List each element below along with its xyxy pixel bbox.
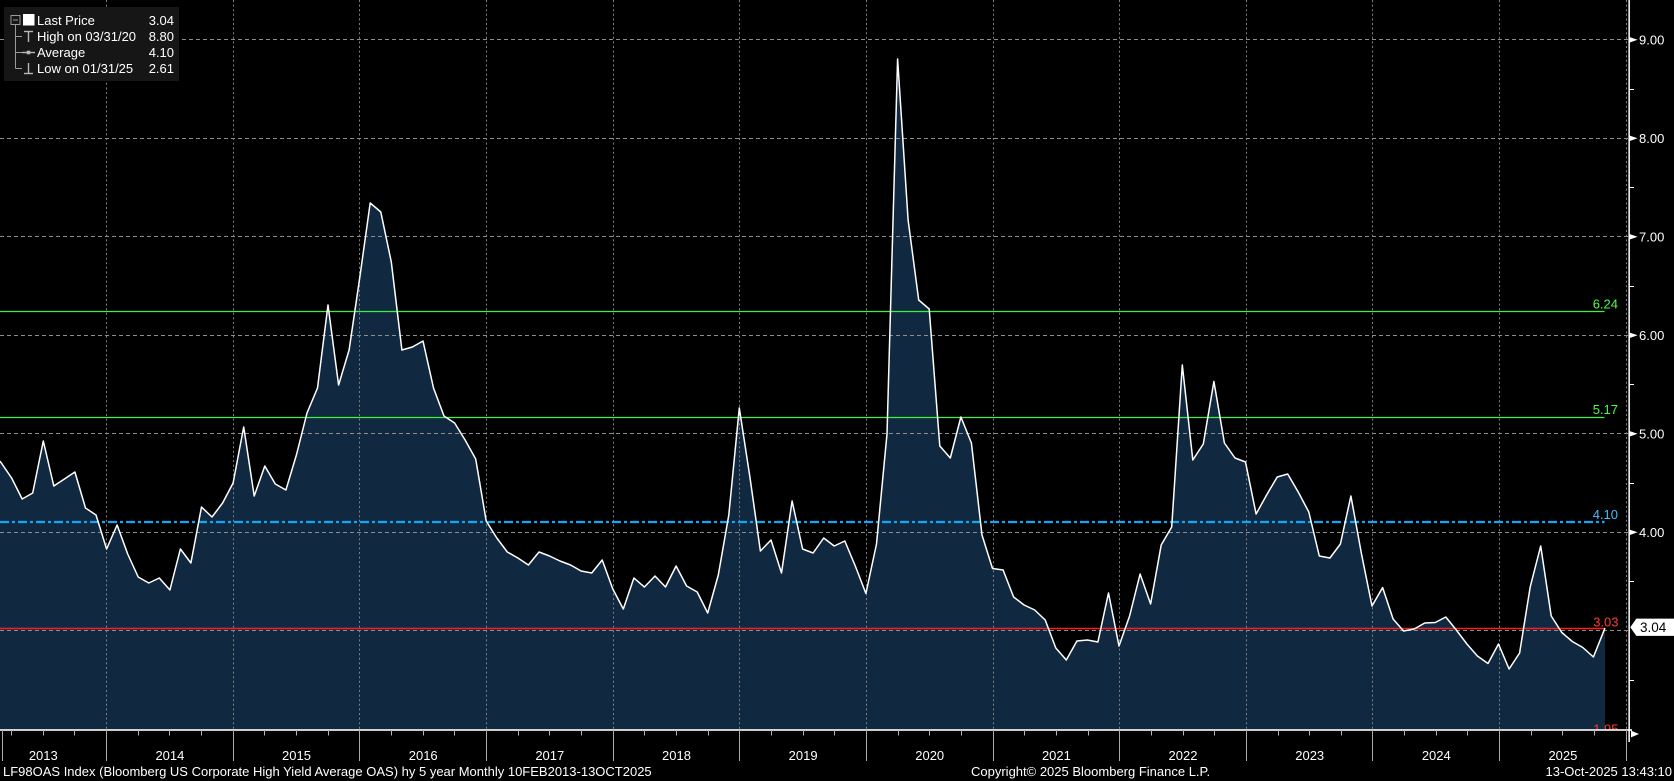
svg-text:2018: 2018 <box>662 748 691 763</box>
svg-text:2016: 2016 <box>409 748 438 763</box>
svg-text:Low on 01/31/25: Low on 01/31/25 <box>37 61 133 76</box>
svg-text:2020: 2020 <box>915 748 944 763</box>
svg-text:2013: 2013 <box>29 748 58 763</box>
svg-text:5.17: 5.17 <box>1593 402 1618 417</box>
svg-text:2.61: 2.61 <box>149 61 174 76</box>
svg-text:High on 03/31/20: High on 03/31/20 <box>37 29 136 44</box>
svg-text:2014: 2014 <box>155 748 184 763</box>
svg-text:2017: 2017 <box>535 748 564 763</box>
svg-text:7.00: 7.00 <box>1639 230 1664 245</box>
svg-text:2024: 2024 <box>1422 748 1451 763</box>
svg-text:2019: 2019 <box>789 748 818 763</box>
svg-text:4.10: 4.10 <box>149 45 174 60</box>
svg-text:2015: 2015 <box>282 748 311 763</box>
svg-text:3.04: 3.04 <box>149 13 174 28</box>
svg-text:3.04: 3.04 <box>1640 620 1667 635</box>
svg-text:Copyright© 2025 Bloomberg Fina: Copyright© 2025 Bloomberg Finance L.P. <box>971 764 1210 779</box>
svg-text:2022: 2022 <box>1169 748 1198 763</box>
svg-text:2025: 2025 <box>1548 748 1577 763</box>
svg-text:4.00: 4.00 <box>1639 525 1664 540</box>
svg-text:LF98OAS Index (Bloomberg US Co: LF98OAS Index (Bloomberg US Corporate Hi… <box>3 764 652 779</box>
svg-text:8.80: 8.80 <box>149 29 174 44</box>
svg-text:4.10: 4.10 <box>1593 507 1618 522</box>
svg-text:6.00: 6.00 <box>1639 328 1664 343</box>
svg-text:Average: Average <box>37 45 85 60</box>
svg-text:13-Oct-2025 13:43:10: 13-Oct-2025 13:43:10 <box>1546 764 1672 779</box>
svg-text:Last Price: Last Price <box>37 13 95 28</box>
svg-text:9.00: 9.00 <box>1639 33 1664 48</box>
svg-text:6.24: 6.24 <box>1593 297 1618 312</box>
svg-text:8.00: 8.00 <box>1639 131 1664 146</box>
svg-text:5.00: 5.00 <box>1639 427 1664 442</box>
svg-text:2021: 2021 <box>1042 748 1071 763</box>
svg-text:2023: 2023 <box>1295 748 1324 763</box>
svg-text:1.95: 1.95 <box>1593 722 1618 737</box>
svg-text:3.03: 3.03 <box>1593 615 1618 630</box>
